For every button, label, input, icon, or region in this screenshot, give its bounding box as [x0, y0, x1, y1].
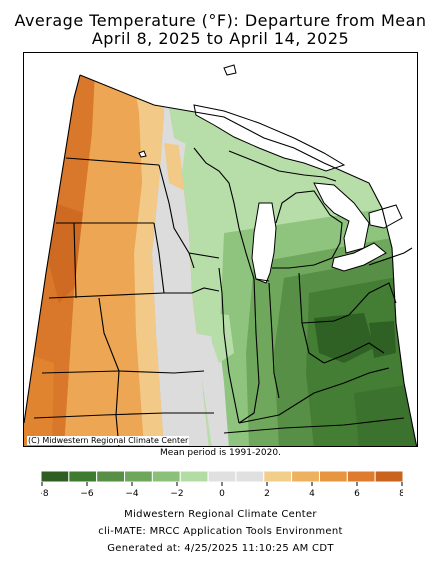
map-frame — [23, 52, 418, 447]
legend-swatch — [179, 471, 209, 483]
islands — [138, 64, 237, 158]
legend-tick-label: 8 — [399, 489, 403, 499]
lake-michigan — [251, 202, 277, 284]
legend-swatch — [374, 471, 403, 483]
legend-swatch — [318, 471, 348, 483]
lake-erie — [331, 242, 387, 272]
legend-swatch — [291, 471, 320, 483]
legend-swatch — [41, 471, 70, 483]
footer-tool: cli-MATE: MRCC Application Tools Environ… — [98, 526, 343, 537]
legend-tick-label: 4 — [309, 489, 315, 499]
legend-swatch — [151, 471, 181, 483]
legend-tick-label: −6 — [80, 489, 94, 499]
map-credit: (C) Midwestern Regional Climate Center — [27, 436, 190, 445]
lake-huron — [313, 182, 370, 254]
footer-org: Midwestern Regional Climate Center — [124, 509, 317, 520]
legend-tick-label: −8 — [41, 489, 49, 499]
footer-timestamp: Generated at: 4/25/2025 11:10:25 AM CDT — [107, 543, 334, 554]
legend-tick-label: 0 — [219, 489, 225, 499]
mean-period-note: Mean period is 1991-2020. — [160, 448, 281, 458]
color-legend: −8 −6 −4 −2 0 2 4 6 8 — [41, 471, 403, 499]
boundaries — [24, 74, 417, 446]
lake-ontario — [368, 204, 403, 229]
legend-swatch — [235, 471, 265, 483]
legend-swatch — [207, 471, 237, 483]
map-title: Average Temperature (°F): Departure from… — [14, 11, 427, 30]
legend-swatch — [68, 471, 98, 483]
legend-swatch — [96, 471, 126, 483]
legend-swatch — [346, 471, 376, 483]
map-subtitle: April 8, 2025 to April 14, 2025 — [91, 29, 350, 48]
legend-tick-label: 2 — [264, 489, 270, 499]
legend-tick-label: −4 — [125, 489, 139, 499]
legend-swatch — [124, 471, 153, 483]
temperature-departure-map — [24, 64, 417, 446]
legend-swatch — [263, 471, 293, 483]
legend-tick-label: −2 — [170, 489, 183, 499]
legend-tick-label: 6 — [354, 489, 360, 499]
